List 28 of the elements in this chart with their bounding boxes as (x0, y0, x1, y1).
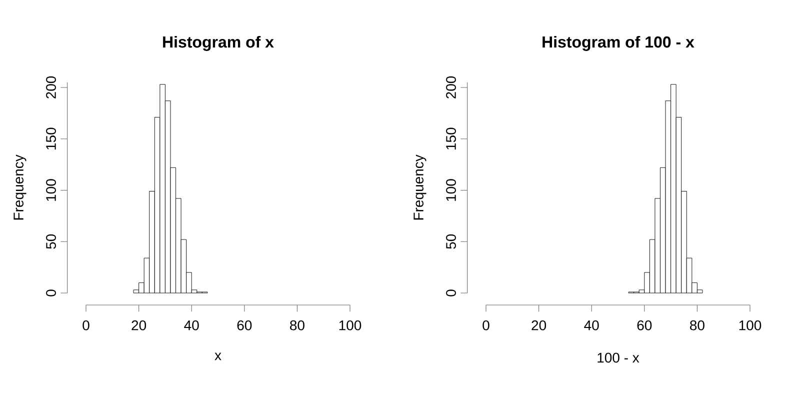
chart-title: Histogram of x (163, 36, 274, 51)
x-axis-title: x (214, 352, 222, 360)
y-tick-label: 100 (446, 179, 456, 201)
x-tick-label: 60 (237, 320, 252, 330)
x-tick-label: 80 (690, 320, 704, 330)
y-axis-title: Frequency (14, 154, 26, 220)
chart-title: Histogram of 100 - x (542, 36, 694, 51)
x-tick-label: 40 (184, 320, 199, 330)
x-tick-label: 100 (339, 320, 362, 330)
x-tick-label: 80 (290, 320, 304, 330)
y-tick-label: 150 (46, 128, 56, 150)
x-tick-label: 20 (132, 320, 146, 330)
y-tick-label: 100 (46, 179, 56, 201)
x-tick-label: 60 (637, 320, 652, 330)
x-tick-label: 20 (532, 320, 546, 330)
y-tick-label: 0 (446, 290, 456, 296)
y-tick-label: 50 (446, 234, 456, 249)
x-tick-label: 0 (482, 320, 490, 330)
x-tick-label: 0 (82, 320, 90, 330)
y-tick-label: 50 (46, 234, 56, 249)
y-tick-label: 0 (46, 290, 56, 296)
y-tick-label: 150 (446, 128, 456, 150)
x-tick-label: 100 (739, 320, 762, 330)
y-tick-label: 200 (46, 76, 56, 98)
y-axis-title: Frequency (414, 154, 426, 220)
x-axis-title: 100 - x (598, 352, 640, 363)
x-tick-label: 40 (584, 320, 599, 330)
y-tick-label: 200 (446, 76, 456, 98)
